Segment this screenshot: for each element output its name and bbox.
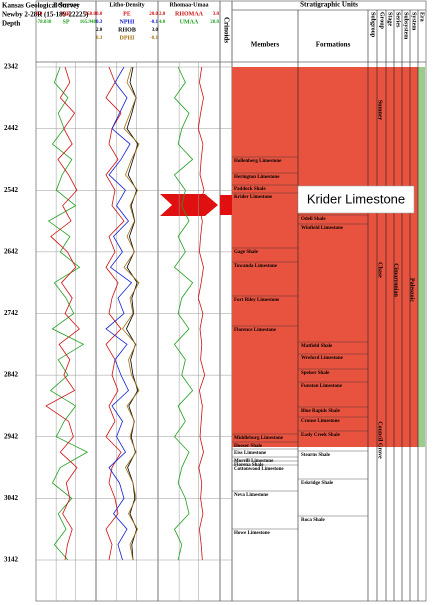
curve-min: 4.0 <box>159 20 166 25</box>
era: Paleozoic <box>409 278 415 302</box>
curve-name: SP <box>62 19 69 25</box>
column-header: Stage <box>387 12 393 26</box>
curve-min: 2.0 <box>159 12 166 17</box>
log-curve <box>47 66 89 561</box>
member: Krider Limestone <box>234 195 273 200</box>
strat-dividers <box>297 10 419 601</box>
curve-name: RHOMAA <box>175 11 204 17</box>
curve-min: 0.3 <box>96 20 103 25</box>
series: Cimarronian <box>393 263 399 297</box>
track-title: Rhomaa-Umaa <box>170 2 209 8</box>
column-header: Series <box>395 12 401 28</box>
formation: Easly Creek Shale <box>301 433 341 438</box>
group: Chase <box>377 262 383 278</box>
depth-label: Depth <box>2 20 20 28</box>
curve-max: 20.0 <box>149 12 158 17</box>
column-header: Members <box>251 41 280 49</box>
log-curve <box>121 66 140 561</box>
member: Florence Limestone <box>234 328 277 333</box>
curve-max: 3.0 <box>213 12 220 17</box>
formation: Matfield Shale <box>301 344 333 349</box>
depth-label: 3142 <box>4 556 19 564</box>
member: Morrill Limestone <box>234 459 274 464</box>
title: Kansas Geological Survey <box>2 2 80 10</box>
curve-max: -0.1 <box>150 20 158 25</box>
member: Florena Shale <box>234 463 264 468</box>
log-curve <box>105 66 125 561</box>
curve-name: RHOB <box>118 27 136 33</box>
curve-max: 3.0 <box>152 28 159 33</box>
member: Herington Limestone <box>234 175 280 180</box>
depth-label: 2442 <box>4 124 19 132</box>
crinoid-header: Crinoids <box>222 17 230 43</box>
column-header: Subsystem <box>403 12 409 39</box>
log-curve <box>173 66 194 561</box>
formation: Roca Shale <box>301 518 326 523</box>
curve-name: PE <box>123 11 131 17</box>
depth-label: 2542 <box>4 186 19 194</box>
member: Fort Riley Limestone <box>234 298 280 303</box>
formation: Odell Shale <box>301 217 326 222</box>
formation: Winfield Limestone <box>301 226 344 231</box>
curve-name: GR <box>62 11 72 17</box>
curve-min: -78.038 <box>36 20 52 25</box>
arrow-marker <box>220 195 232 215</box>
member: Middleburg Limestone <box>234 436 284 441</box>
member: Cottonwood Limestone <box>234 467 284 472</box>
curve-max: -0.1 <box>150 36 158 41</box>
strat-fill <box>232 67 418 447</box>
callout: Krider Limestone <box>307 191 405 206</box>
member: Eiss Limestone <box>234 451 267 456</box>
member: Hooser Shale <box>234 444 263 449</box>
depth-label: 3042 <box>4 494 19 502</box>
curve-min: 2.0 <box>96 28 103 33</box>
curve-min: 0.0 <box>96 12 103 17</box>
depth-label: 2842 <box>4 371 19 379</box>
depth-label: 2342 <box>4 63 19 71</box>
track-title: Reference <box>53 2 79 8</box>
column-header: System <box>411 12 417 30</box>
log-curve <box>105 66 133 561</box>
member: Neva Limestone <box>234 493 269 498</box>
arrow <box>160 194 218 216</box>
era-fill <box>418 67 425 447</box>
callout-box <box>297 185 415 214</box>
formation: Blue Rapids Shale <box>301 409 341 414</box>
member: Paddock Shale <box>234 187 266 192</box>
curve-name: UMAA <box>180 19 199 25</box>
curve-max: 165.948 <box>80 20 97 25</box>
log-curve <box>197 66 206 561</box>
strat-title: Stratigraphic Units <box>300 1 358 9</box>
curve-max: 20.0 <box>210 20 219 25</box>
log-curve <box>45 66 80 561</box>
depth-label: 2942 <box>4 432 19 440</box>
member: Howe Limestone <box>234 531 270 536</box>
formation: Wreford Limestone <box>301 356 344 361</box>
member: Gage Shale <box>234 250 259 255</box>
formation: Crouse Limestone <box>301 419 340 424</box>
curve-min: 0.0 <box>36 12 43 17</box>
formation: Stearns Shale <box>301 453 331 458</box>
curve-name: NPHI <box>120 19 136 25</box>
group: Council Grove <box>377 421 383 459</box>
curve-name: DPHI <box>120 35 136 41</box>
group: Sumner <box>377 100 383 121</box>
depth-label: 2642 <box>4 247 19 255</box>
column-header: Formations <box>316 41 351 49</box>
formation: Eskridge Shale <box>301 481 334 486</box>
column-header: Group <box>379 12 385 30</box>
depth-label: 2742 <box>4 309 19 317</box>
well-name: Newby 2-28R (15-189-22225) <box>2 11 89 19</box>
formation: Funston Limestone <box>301 384 343 389</box>
formation: Speiser Shale <box>301 371 330 376</box>
track-title: Litho-Density <box>109 2 144 8</box>
curve-max: 150.0 <box>85 12 97 17</box>
column-header: Subgroup <box>370 12 376 38</box>
column-header: Era <box>419 12 425 22</box>
member: Towanda Limestone <box>234 264 278 269</box>
curve-min: 0.3 <box>96 36 103 41</box>
member: Hollenberg Limestone <box>234 159 282 164</box>
